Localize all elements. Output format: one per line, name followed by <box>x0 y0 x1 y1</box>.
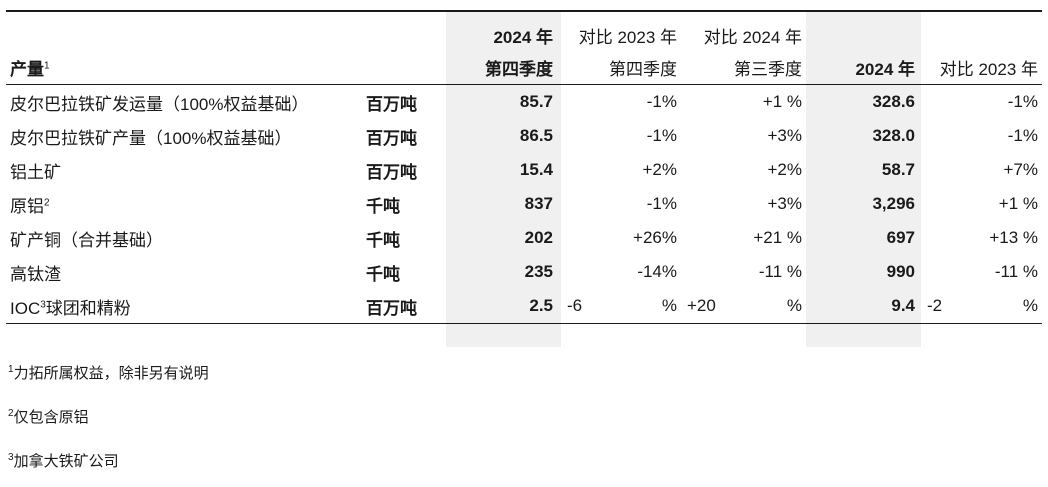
row-vs-q4: -6% <box>561 289 681 324</box>
row-vs-year: +7% <box>1003 160 1039 179</box>
row-q4-value: 86.5 <box>519 126 553 145</box>
footnote-3: 3加拿大铁矿公司 <box>8 452 119 470</box>
row-unit: 百万吨 <box>366 128 417 148</box>
row-label: 铝土矿 <box>10 162 61 182</box>
row-year-value: 58.7 <box>881 160 915 179</box>
header-vs-q4-2023: 对比 2023 年 <box>578 28 677 47</box>
row-unit: 千吨 <box>366 264 400 284</box>
row-vs-year: -2% <box>921 289 1042 324</box>
row-label: IOC3球团和精粉 <box>6 289 366 324</box>
row-vs-q4: +26% <box>633 228 677 247</box>
header-q4-2024: 2024 年 <box>493 28 553 47</box>
row-year-value: 9.4 <box>806 289 921 324</box>
row-unit: 百万吨 <box>366 94 417 114</box>
row-vs-q4: +2% <box>642 160 678 179</box>
table-row: 铝土矿 百万吨 15.4 +2% +2% 58.7 +7% <box>6 153 1042 187</box>
row-year-value: 3,296 <box>872 194 915 213</box>
row-vs-q3: +3% <box>767 194 803 213</box>
row-unit: 千吨 <box>366 230 400 250</box>
row-vs-q4: -1% <box>646 92 677 111</box>
row-q4-value: 202 <box>524 228 553 247</box>
row-unit: 百万吨 <box>366 289 446 324</box>
header-year-2024: 2024 年 <box>806 50 921 85</box>
row-label: 皮尔巴拉铁矿产量（100%权益基础） <box>10 128 292 148</box>
table-row: 矿产铜（合并基础） 千吨 202 +26% +21 % 697 +13 % <box>6 221 1042 255</box>
row-q4-value: 2.5 <box>446 289 561 324</box>
footnote-2: 2仅包含原铝 <box>8 408 89 426</box>
row-unit: 千吨 <box>366 196 400 216</box>
header-product: 产量1 <box>6 50 366 85</box>
row-vs-q3: -11 % <box>758 262 802 281</box>
row-year-value: 328.6 <box>872 92 915 111</box>
header-product-footnote: 1 <box>44 59 50 71</box>
header-vs-2023: 对比 2023 年 <box>921 50 1042 85</box>
row-vs-q3: +20% <box>681 289 806 324</box>
production-table: 2024 年 对比 2023 年 对比 2024 年 产量1 第四季度 第四季度… <box>6 12 1042 324</box>
row-vs-year: -1% <box>1007 126 1038 145</box>
row-vs-year: +1 % <box>998 194 1038 213</box>
row-q4-value: 235 <box>524 262 553 281</box>
row-vs-q4: -1% <box>646 194 677 213</box>
row-vs-year: +13 % <box>989 228 1038 247</box>
row-year-value: 990 <box>886 262 915 281</box>
row-vs-year: -1% <box>1007 92 1038 111</box>
row-year-value: 697 <box>886 228 915 247</box>
table-row: 皮尔巴拉铁矿产量（100%权益基础） 百万吨 86.5 -1% +3% 328.… <box>6 119 1042 153</box>
header-row-2: 产量1 第四季度 第四季度 第三季度 2024 年 对比 2023 年 <box>6 50 1042 85</box>
row-q4-value: 15.4 <box>519 160 553 179</box>
row-vs-year: -11 % <box>994 262 1038 281</box>
table-row: 原铝2 千吨 837 -1% +3% 3,296 +1 % <box>6 187 1042 221</box>
row-label: 高钛渣 <box>10 264 61 284</box>
row-label: 原铝2 <box>10 196 50 216</box>
header-vs-q3-2024: 对比 2024 年 <box>703 28 802 47</box>
row-vs-q3: +3% <box>767 126 803 145</box>
row-q4-value: 85.7 <box>519 92 553 111</box>
top-rule <box>6 10 1042 12</box>
table-row: 高钛渣 千吨 235 -14% -11 % 990 -11 % <box>6 255 1042 289</box>
row-q4-value: 837 <box>524 194 553 213</box>
row-vs-q4: -14% <box>637 262 677 281</box>
table-row: 皮尔巴拉铁矿发运量（100%权益基础） 百万吨 85.7 -1% +1 % 32… <box>6 85 1042 120</box>
header-vs-q4-quarter: 第四季度 <box>561 50 681 85</box>
header-q4-quarter: 第四季度 <box>446 50 561 85</box>
footnote-1: 1力拓所属权益，除非另有说明 <box>8 364 209 382</box>
table-row-ioc: IOC3球团和精粉 百万吨 2.5 -6% +20% 9.4 -2% <box>6 289 1042 324</box>
header-vs-q3-quarter: 第三季度 <box>681 50 806 85</box>
row-vs-q3: +1 % <box>762 92 802 111</box>
row-label: 矿产铜（合并基础） <box>10 230 163 250</box>
row-unit: 百万吨 <box>366 162 417 182</box>
row-year-value: 328.0 <box>872 126 915 145</box>
row-vs-q3: +21 % <box>753 228 802 247</box>
row-vs-q4: -1% <box>646 126 677 145</box>
row-vs-q3: +2% <box>767 160 803 179</box>
row-label: 皮尔巴拉铁矿发运量（100%权益基础） <box>10 94 309 114</box>
header-row-1: 2024 年 对比 2023 年 对比 2024 年 <box>6 12 1042 50</box>
